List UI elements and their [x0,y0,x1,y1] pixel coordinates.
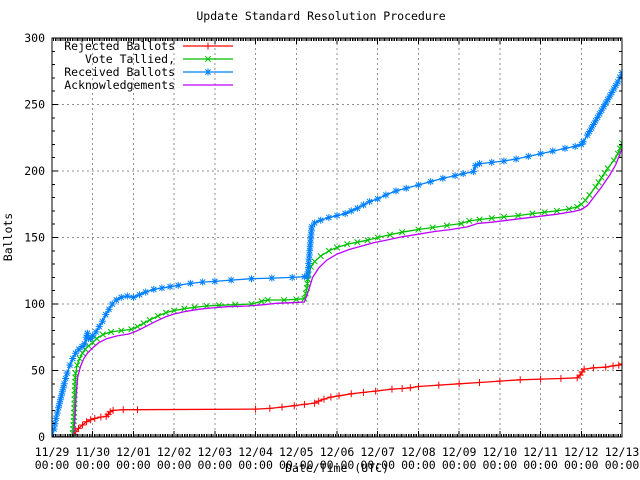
y-tick-label: 300 [24,31,45,45]
legend-label-rejected-ballots: Rejected Ballots [64,39,175,53]
x-tick-label-date: 11/29 [35,445,70,459]
series-markers-vote-tallied [52,139,622,437]
x-tick-label-date: 11/30 [75,445,110,459]
x-tick-label-date: 12/12 [564,445,599,459]
gridlines [52,38,622,437]
x-tick-label-date: 12/06 [320,445,355,459]
y-axis-label: Ballots [1,213,15,261]
x-tick-label-time: 00:00 [564,458,599,472]
plot-border-and-ticks [51,37,623,438]
x-tick-label-time: 00:00 [238,458,273,472]
x-tick-label-date: 12/05 [279,445,314,459]
x-tick-label-time: 00:00 [75,458,110,472]
y-tick-label: 100 [24,297,45,311]
y-tick-labels: 0 50 100 150 200 250 300 [24,31,45,444]
legend-sample-marker [204,68,212,76]
x-tick-label-time: 00:00 [279,458,314,472]
x-tick-label-time: 00:00 [442,458,477,472]
x-tick-label-date: 12/13 [605,445,640,459]
x-tick-label-time: 00:00 [198,458,233,472]
x-tick-label-date: 12/11 [523,445,558,459]
x-tick-label-date: 12/09 [442,445,477,459]
x-tick-label-date: 12/03 [198,445,233,459]
x-tick-label-date: 12/02 [157,445,192,459]
x-axis-label: Date/Time (UTC) [285,461,389,475]
x-tick-label-date: 12/04 [238,445,273,459]
x-tick-label-time: 00:00 [605,458,640,472]
legend-label-vote-tallied: Vote Tallied, [85,52,175,66]
x-tick-label-date: 12/08 [401,445,436,459]
x-tick-label-date: 12/07 [360,445,395,459]
data-series [52,69,622,437]
x-tick-label-date: 12/01 [116,445,151,459]
x-tick-label-time: 00:00 [360,458,395,472]
x-tick-label-time: 00:00 [483,458,518,472]
x-tick-label-time: 00:00 [523,458,558,472]
legend-label-received-ballots: Received Ballots [64,65,175,79]
y-tick-label: 50 [31,364,45,378]
x-tick-label-time: 00:00 [35,458,70,472]
x-tick-labels: 11/2900:0011/3000:0012/0100:0012/0200:00… [35,445,640,472]
legend-label-acknowledgements: Acknowledgements [64,78,175,92]
y-tick-label: 150 [24,231,45,245]
y-tick-label: 200 [24,164,45,178]
legend-sample-lines [183,42,233,86]
legend-sample-marker [204,55,212,63]
series-line-vote-tallied [52,142,622,437]
series-line-acknowledgements [52,148,622,437]
legend-sample-marker [204,42,212,50]
series-markers-received-ballots [52,69,622,437]
x-tick-label-date: 12/10 [483,445,518,459]
y-tick-label: 0 [38,430,45,444]
y-tick-label: 250 [24,98,45,112]
x-tick-label-time: 00:00 [401,458,436,472]
x-tick-label-time: 00:00 [157,458,192,472]
series-markers-rejected-ballots [52,360,622,437]
x-tick-label-time: 00:00 [320,458,355,472]
legend: Rejected Ballots Vote Tallied, Received … [64,39,233,92]
x-tick-label-time: 00:00 [116,458,151,472]
chart-title: Update Standard Resolution Procedure [196,9,445,23]
